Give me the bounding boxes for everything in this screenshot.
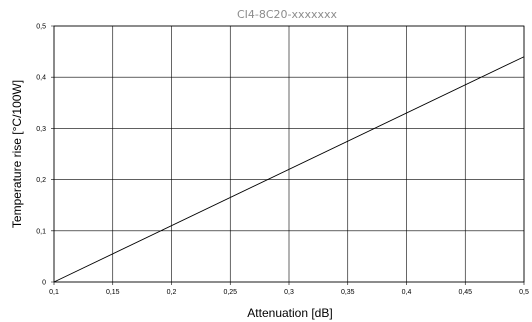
x-tick-label: 0,45 xyxy=(458,289,472,296)
y-tick-label: 0,5 xyxy=(36,24,46,31)
x-tick-label: 0,3 xyxy=(284,289,294,296)
y-tick-label: 0,4 xyxy=(36,75,46,82)
series-group xyxy=(53,56,525,283)
x-tick-labels: 0,1 0,15 0,2 0,25 0,3 0,35 0,4 0,45 0,5 xyxy=(49,289,529,296)
x-tick-label: 0,5 xyxy=(519,289,529,296)
x-tick-label: 0,15 xyxy=(106,289,120,296)
x-tick-label: 0,25 xyxy=(223,289,237,296)
y-tick-labels: 0 0,1 0,2 0,3 0,4 0,5 xyxy=(36,24,46,287)
x-tick-label: 0,1 xyxy=(49,289,59,296)
chart-title: CI4-8C20-xxxxxxx xyxy=(237,8,338,21)
y-tick-label: 0,1 xyxy=(36,228,46,235)
y-axis-label: Temperature rise [°C/100W] xyxy=(10,80,24,228)
series-line xyxy=(53,56,525,283)
x-axis-label: Attenuation [dB] xyxy=(247,306,332,320)
x-tick-label: 0,2 xyxy=(167,289,177,296)
y-tick-label: 0 xyxy=(42,280,46,287)
x-tick-label: 0,35 xyxy=(341,289,355,296)
grid-lines xyxy=(51,25,525,285)
plot-frame xyxy=(53,25,525,283)
y-tick-label: 0,2 xyxy=(36,177,46,184)
y-tick-label: 0,3 xyxy=(36,126,46,133)
x-tick-label: 0,4 xyxy=(402,289,412,296)
